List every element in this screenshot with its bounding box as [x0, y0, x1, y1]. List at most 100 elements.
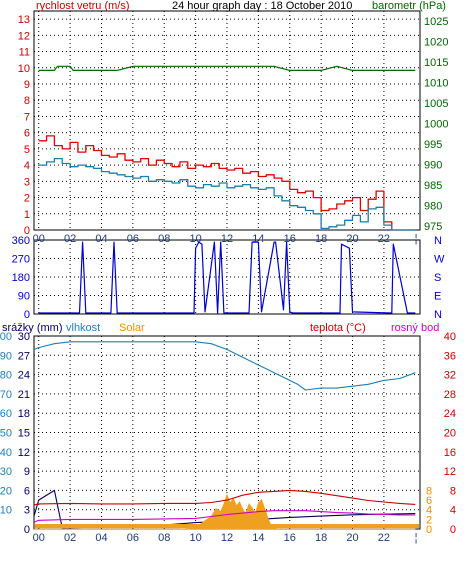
- panel-1-right-tick-label: 990: [424, 160, 442, 172]
- panel-1-left-tick-label: 8: [24, 95, 30, 107]
- panel-1-left-axis-label: rychlost vetru (m/s): [36, 0, 130, 12]
- panel-3-humidity-tick-label: 30: [0, 466, 12, 478]
- panel-3-temperature-tick-label: 36: [444, 350, 456, 362]
- panel-3-humidity-tick-label: 10: [0, 505, 12, 517]
- panel-1-left-tick-label: 1: [24, 209, 30, 221]
- panel-1-x-tick-label: 20: [346, 233, 358, 245]
- panel-1-x-tick-label: 18: [315, 233, 327, 245]
- panel-3-temperature-tick-label: 20: [444, 428, 456, 440]
- panel-1-x-tick-label: 08: [158, 233, 170, 245]
- panel-3-rain-tick-label: 12: [18, 447, 30, 459]
- panel-1-left-tick-label: 13: [18, 14, 30, 26]
- panel-3-humidity-tick-label: 60: [0, 408, 12, 420]
- panel-1-left-tick-label: 2: [24, 193, 30, 205]
- panel-1-x-tick-label: 04: [95, 233, 107, 245]
- panel-2-left-tick-label: 90: [18, 291, 30, 303]
- series-direction-line: [38, 241, 416, 314]
- panel-1-right-tick-label: 1020: [424, 37, 448, 49]
- series-rain-line: [33, 489, 416, 529]
- panel-1-left-tick-label: 10: [18, 63, 30, 75]
- panel-1-right-tick-label: 980: [424, 200, 442, 212]
- panel-3-temperature-tick-label: 8: [450, 485, 456, 497]
- panel-3-x-tick-label: 22: [378, 532, 390, 544]
- panel-3-x-tick-label: ¦: [415, 532, 418, 544]
- series-solar-base: [35, 524, 419, 528]
- panel-2-compass-label: W: [434, 254, 445, 266]
- panel-2-left-tick-label: 270: [12, 254, 30, 266]
- panel-2-compass-label: N: [434, 235, 442, 247]
- panel-3-x-tick-label: 18: [315, 532, 327, 544]
- panel-2-left-tick-label: 360: [12, 235, 30, 247]
- tick-labels: 0123456789101112139759809859909951000100…: [0, 14, 456, 544]
- panel-3-x-tick-label: 02: [64, 532, 76, 544]
- panel-3-temperature-tick-label: 40: [444, 331, 456, 343]
- panel-3-rain-tick-label: 0: [24, 524, 30, 536]
- panel-1-x-tick-label: 02: [64, 233, 76, 245]
- panel-1-left-tick-label: 11: [19, 47, 30, 59]
- panel-2-left-tick-label: 0: [24, 309, 30, 321]
- panel-1-right-tick-label: 995: [424, 139, 442, 151]
- panel-1-left-tick-label: 4: [24, 160, 30, 172]
- panel-3-solar-tick-label: 8: [426, 485, 432, 497]
- panel-2-compass-label: N: [434, 309, 442, 321]
- panel-1-right-tick-label: 985: [424, 180, 442, 192]
- panel-3-x-tick-label: 08: [158, 532, 170, 544]
- panel-3-rain-tick-label: 6: [24, 485, 30, 497]
- series-gust-line: [38, 157, 416, 231]
- panel-3-solar-label: Solar: [119, 322, 145, 334]
- series-wind-line: [38, 135, 416, 231]
- panel-1-left-tick-label: 7: [24, 111, 30, 123]
- panel-3-temperature-tick-label: 4: [450, 505, 456, 517]
- panel-3-x-tick-label: 16: [284, 532, 296, 544]
- data-series: [33, 65, 419, 530]
- panel-3-temperature-label: teplota (°C): [310, 322, 366, 334]
- chart-title: 24 hour graph day : 18 October 2010: [172, 0, 352, 12]
- panel-3-x-tick-label: 06: [127, 532, 139, 544]
- panel-3-temperature-tick-label: 0: [450, 524, 456, 536]
- panel-1-right-tick-label: 975: [424, 221, 442, 233]
- grid-lines: [34, 11, 420, 530]
- series-dewpoint-line: [33, 510, 416, 523]
- panel-3-temperature-tick-label: 24: [444, 408, 456, 420]
- panel-2-compass-label: S: [434, 272, 441, 284]
- panel-3-x-tick-label: 04: [95, 532, 107, 544]
- panel-1-right-tick-label: 1010: [424, 78, 448, 90]
- panel-1-x-tick-label: 14: [252, 233, 264, 245]
- panel-3-x-tick-label: 00: [33, 532, 45, 544]
- panel-3-solar-tick-label: 6: [426, 495, 432, 507]
- series-temperature-line: [33, 489, 416, 506]
- panel-1-right-tick-label: 1015: [424, 57, 448, 69]
- series-humidity-line: [33, 341, 416, 391]
- panel-3-solar-tick-label: 2: [426, 514, 432, 526]
- panel-1-x-tick-label: 06: [127, 233, 139, 245]
- panel-3-humidity-tick-label: 70: [0, 389, 12, 401]
- panel-3-humidity-tick-label: 40: [0, 447, 12, 459]
- panel-3-rain-tick-label: 18: [18, 408, 30, 420]
- panel-1-x-tick-label: ¦: [415, 233, 418, 245]
- panel-3-humidity-label: vlhkost: [66, 322, 100, 334]
- panel-1-right-axis-label: barometr (hPa): [372, 0, 446, 12]
- panel-3-temperature-tick-label: 28: [444, 389, 456, 401]
- panel-3-humidity-tick-label: 20: [0, 485, 12, 497]
- panel-3-rain-tick-label: 9: [24, 466, 30, 478]
- panel-3-x-tick-label: 20: [346, 532, 358, 544]
- panel-1-x-tick-label: 12: [221, 233, 233, 245]
- panel-3-humidity-tick-label: 100: [0, 331, 12, 343]
- series-pressure-line: [38, 65, 416, 71]
- panel-3-rain-tick-label: 24: [18, 370, 30, 382]
- panel-3-rain-tick-label: 3: [24, 505, 30, 517]
- panel-3-humidity-tick-label: 90: [0, 350, 12, 362]
- panel-3-rain-tick-label: 30: [18, 331, 30, 343]
- panel-3-x-tick-label: 12: [221, 532, 233, 544]
- panel-1-left-tick-label: 12: [18, 30, 30, 42]
- panel-1-right-tick-label: 1005: [424, 98, 448, 110]
- panel-1-right-tick-label: 1000: [424, 119, 448, 131]
- panel-2-left-tick-label: 180: [12, 272, 30, 284]
- panel-1-x-tick-label: 00: [33, 233, 45, 245]
- panel-1-left-tick-label: 5: [24, 144, 30, 156]
- panel-1-x-tick-label: 22: [378, 233, 390, 245]
- panel-3-humidity-tick-label: 50: [0, 428, 12, 440]
- panel-3-rain-label: srážky (mm): [2, 322, 63, 334]
- panel-3-x-tick-label: 14: [252, 532, 264, 544]
